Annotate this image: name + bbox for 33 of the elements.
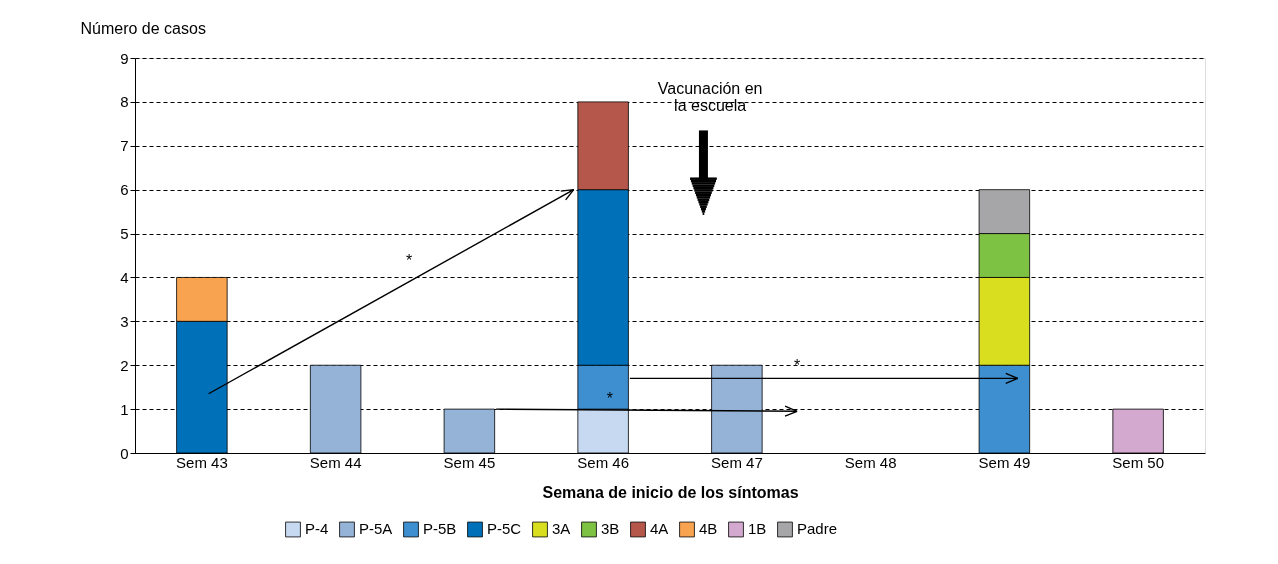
x-tick-label: Sem 49 <box>978 453 1031 471</box>
x-tick-label: Sem 43 <box>176 453 228 471</box>
annotation: * <box>793 357 801 374</box>
legend-label: 4B <box>699 520 718 538</box>
y-axis-title: Número de casos <box>80 19 206 37</box>
x-tick-label: Sem 45 <box>443 453 496 471</box>
x-axis-title: Semana de inicio de los síntomas <box>542 483 799 501</box>
x-tick-label: Sem 44 <box>309 453 362 471</box>
y-tick-label: 6 <box>120 181 129 199</box>
legend-label: P-4 <box>305 520 329 538</box>
legend-label: 3A <box>552 520 571 538</box>
y-tick-label: 2 <box>120 356 129 374</box>
legend-label: P-5B <box>423 520 457 538</box>
y-tick-label: 0 <box>120 444 129 462</box>
y-tick-label: 4 <box>120 268 129 286</box>
y-tick-label: 8 <box>120 93 129 111</box>
y-tick-label: 9 <box>120 49 129 67</box>
y-tick-label: 1 <box>120 400 129 418</box>
x-tick-label: Sem 50 <box>1112 453 1164 471</box>
x-tick-label: Sem 47 <box>711 453 763 471</box>
legend-label: 3B <box>601 520 620 538</box>
legend-label: P-5A <box>359 520 393 538</box>
y-tick-label: 3 <box>120 312 129 330</box>
legend-label: 1B <box>748 520 767 538</box>
y-tick-label: 7 <box>120 137 129 155</box>
legend-label: 4A <box>650 520 669 538</box>
y-tick-label: 5 <box>120 225 129 243</box>
annotation: * <box>606 389 613 407</box>
x-tick-label: Sem 48 <box>844 453 897 471</box>
legend-label: P-5C <box>487 520 522 538</box>
legend-label: Padre <box>797 520 838 538</box>
x-tick-label: Sem 46 <box>577 453 629 471</box>
annotation: * <box>406 251 413 269</box>
